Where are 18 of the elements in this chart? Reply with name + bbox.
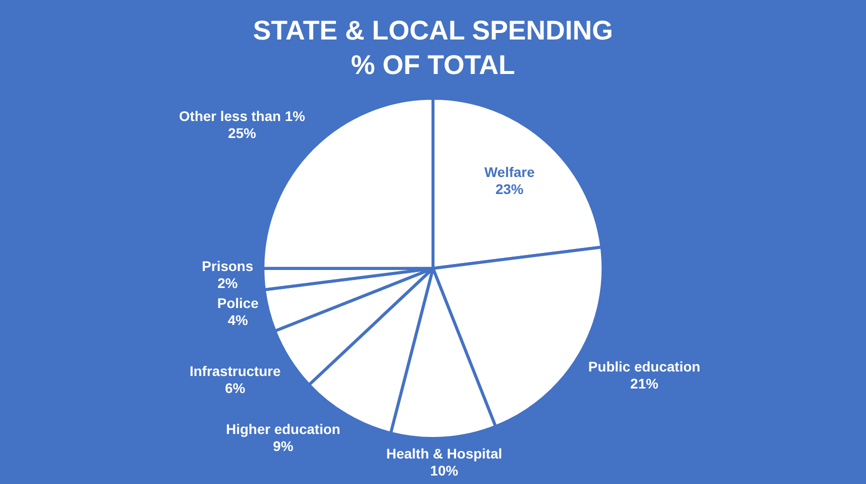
data-label: 4% (228, 312, 249, 328)
slice-label: Prisons (202, 258, 254, 274)
data-label: 9% (273, 438, 294, 454)
data-label: 25% (228, 124, 257, 141)
slice-label: Public education (588, 358, 700, 374)
slice-label: Health & Hospital (386, 446, 502, 462)
chart-title: STATE & LOCAL SPENDING (252, 16, 614, 46)
data-label: 6% (225, 380, 246, 396)
data-label: 23% (495, 180, 524, 197)
slice-label: Infrastructure (190, 363, 281, 380)
slice-label: Welfare (484, 164, 535, 180)
slice-label: Other less than 1% (179, 108, 306, 124)
slice-label: Higher education (226, 421, 340, 438)
data-label: 2% (217, 274, 238, 291)
chart-subtitle: % OF TOTAL (351, 50, 515, 80)
data-label: 10% (430, 462, 459, 479)
slice-label: Police (217, 295, 259, 312)
data-label: 21% (630, 375, 659, 392)
